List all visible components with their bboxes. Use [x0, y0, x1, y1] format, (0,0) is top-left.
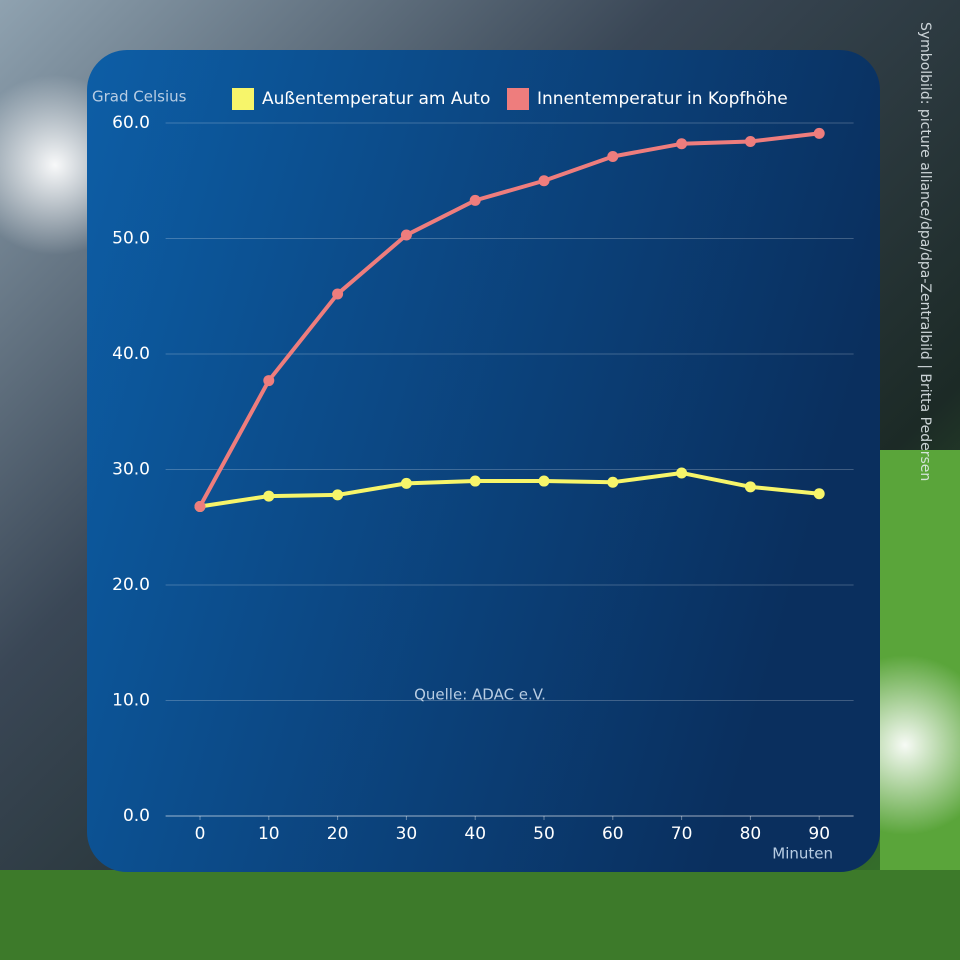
point: [538, 475, 550, 487]
point: [194, 500, 206, 512]
x-tick-label: 30: [396, 824, 418, 844]
x-tick-label: 80: [740, 824, 762, 844]
y-tick-label: 30.0: [112, 460, 150, 480]
x-tick-label: 90: [808, 824, 830, 844]
point: [744, 135, 756, 147]
point: [607, 476, 619, 488]
y-tick-label: 20.0: [112, 575, 150, 595]
photo-credit: Symbolbild: picture alliance/dpa/dpa-Zen…: [917, 22, 933, 481]
point: [469, 475, 481, 487]
point: [263, 375, 275, 387]
chart-panel: [87, 50, 880, 872]
y-tick-label: 40.0: [112, 344, 150, 364]
x-tick-label: 70: [671, 824, 693, 844]
point: [400, 477, 412, 489]
line: [198, 131, 820, 508]
x-axis-title: Minuten: [772, 845, 833, 863]
legend-label: Innentemperatur in Kopfhöhe: [537, 89, 788, 109]
y-tick-label: 0.0: [123, 806, 150, 826]
y-tick-label: 50.0: [112, 229, 150, 249]
x-tick-label: 0: [195, 824, 206, 844]
point: [813, 488, 825, 500]
legend-swatch: [232, 88, 254, 110]
point: [469, 194, 481, 206]
point: [744, 481, 756, 493]
point: [607, 150, 619, 162]
line: [199, 470, 820, 509]
point: [263, 490, 275, 502]
x-tick-label: 20: [327, 824, 349, 844]
x-tick-label: 50: [533, 824, 555, 844]
x-tick-label: 60: [602, 824, 624, 844]
point: [676, 138, 688, 150]
point: [538, 175, 550, 187]
y-axis-title: Grad Celsius: [92, 88, 187, 106]
point: [400, 229, 412, 241]
point: [813, 127, 825, 139]
y-tick-label: 60.0: [112, 113, 150, 133]
legend-label: Außentemperatur am Auto: [262, 89, 490, 109]
point: [332, 489, 344, 501]
background-car: [0, 870, 960, 960]
y-tick-label: 10.0: [112, 691, 150, 711]
x-tick-label: 10: [258, 824, 280, 844]
source: Quelle: ADAC e.V.: [414, 686, 546, 704]
legend-swatch: [507, 88, 529, 110]
point: [676, 467, 688, 479]
x-tick-label: 40: [464, 824, 486, 844]
point: [332, 288, 344, 300]
